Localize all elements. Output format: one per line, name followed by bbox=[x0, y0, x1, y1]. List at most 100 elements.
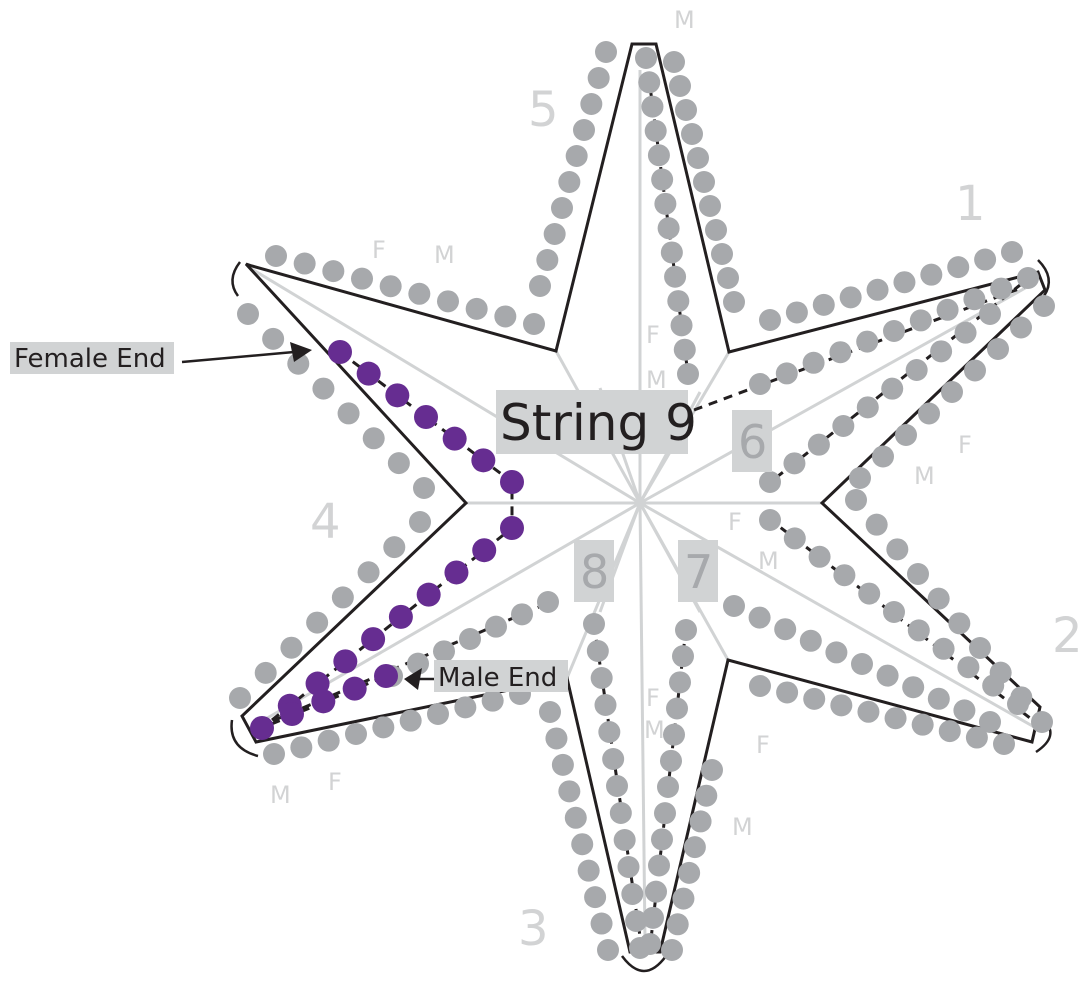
grey-bead bbox=[642, 906, 664, 929]
purple-bead bbox=[500, 470, 524, 494]
grey-bead bbox=[399, 709, 422, 732]
arm-number-1: 1 bbox=[955, 176, 986, 232]
number-box-background bbox=[732, 410, 772, 472]
grey-bead bbox=[672, 645, 694, 668]
female-end-callout: Female End bbox=[10, 342, 312, 374]
grey-bead bbox=[833, 564, 856, 587]
number-box-background bbox=[678, 540, 718, 602]
grey-bead bbox=[587, 67, 610, 89]
grey-bead bbox=[677, 363, 699, 385]
grey-bead bbox=[345, 723, 367, 745]
grey-bead bbox=[306, 611, 329, 634]
grey-bead bbox=[695, 784, 718, 807]
grey-bead bbox=[969, 637, 991, 659]
purple-bead bbox=[280, 702, 304, 726]
grey-bead bbox=[876, 664, 899, 687]
grey-bead bbox=[774, 618, 797, 641]
grey-bead bbox=[290, 736, 313, 759]
grey-bead bbox=[689, 810, 712, 833]
inner-number-label: 7 bbox=[684, 545, 713, 599]
grey-bead bbox=[759, 509, 781, 531]
grey-bead bbox=[830, 694, 853, 717]
diagram-title: String 9 bbox=[500, 394, 697, 452]
grey-bead bbox=[409, 511, 431, 533]
grey-bead bbox=[543, 223, 566, 245]
grey-bead bbox=[979, 303, 1001, 325]
grey-bead bbox=[683, 836, 706, 859]
grey-bead bbox=[1017, 267, 1039, 289]
grey-bead bbox=[947, 256, 970, 279]
grey-bead bbox=[644, 119, 667, 142]
grey-bead bbox=[705, 219, 727, 241]
grey-bead bbox=[666, 697, 688, 720]
grey-bead bbox=[551, 753, 574, 776]
grey-bead bbox=[936, 298, 959, 321]
grey-bead bbox=[748, 606, 771, 629]
grey-bead bbox=[263, 743, 285, 765]
grey-bead bbox=[893, 271, 916, 294]
grey-bead bbox=[927, 687, 950, 710]
grey-bead bbox=[654, 192, 677, 215]
grey-bead bbox=[839, 286, 862, 309]
purple-bead bbox=[385, 383, 410, 408]
grey-bead bbox=[663, 51, 685, 73]
grey-bead bbox=[663, 723, 685, 746]
grey-bead bbox=[558, 780, 581, 803]
marker-male: M bbox=[270, 781, 291, 809]
grey-bead bbox=[565, 145, 588, 167]
grey-bead bbox=[1007, 693, 1029, 715]
callout-background bbox=[10, 342, 174, 374]
title-box-background bbox=[496, 390, 688, 454]
grey-bead bbox=[979, 711, 1001, 733]
grey-bead bbox=[602, 748, 625, 770]
inner-number-7: 7 bbox=[678, 540, 718, 602]
callout-background bbox=[434, 660, 568, 692]
inner-number-6: 6 bbox=[732, 410, 772, 472]
inner-number-label: 8 bbox=[580, 545, 609, 599]
grey-bead bbox=[331, 586, 354, 609]
grey-bead bbox=[803, 687, 826, 710]
grey-bead bbox=[613, 829, 636, 851]
star-outline bbox=[240, 42, 1047, 954]
grey-bead bbox=[584, 886, 607, 909]
grey-bead bbox=[580, 93, 603, 115]
grey-bead bbox=[657, 217, 680, 240]
marker-male: M bbox=[732, 813, 753, 841]
grey-bead bbox=[675, 619, 697, 641]
female-end-label: Female End bbox=[14, 344, 166, 374]
grey-bead bbox=[437, 290, 459, 313]
grey-bead bbox=[749, 675, 771, 697]
grey-bead bbox=[783, 452, 806, 475]
grey-bead bbox=[312, 377, 335, 400]
grey-bead bbox=[1001, 241, 1023, 263]
marker-female: F bbox=[646, 321, 660, 349]
grey-bead bbox=[280, 636, 303, 659]
purple-bead bbox=[333, 649, 358, 674]
grey-bead bbox=[609, 802, 632, 824]
grey-bead bbox=[957, 656, 980, 679]
grey-bead bbox=[883, 601, 905, 623]
purple-bead bbox=[342, 676, 367, 701]
grey-bead bbox=[930, 340, 953, 363]
arm-number-3: 3 bbox=[518, 901, 549, 957]
grey-bead bbox=[932, 637, 955, 660]
grey-bead bbox=[717, 267, 739, 289]
grey-bead bbox=[866, 278, 889, 301]
marker-male: M bbox=[914, 462, 935, 490]
grey-bead bbox=[954, 321, 977, 344]
grey-bead bbox=[648, 854, 670, 877]
marker-female: F bbox=[328, 768, 342, 796]
grey-bead bbox=[672, 887, 695, 910]
grey-bead bbox=[590, 667, 613, 689]
male-end-label: Male End bbox=[438, 663, 557, 693]
grey-bead bbox=[629, 937, 651, 959]
grey-bead bbox=[539, 701, 561, 723]
grey-bead bbox=[537, 591, 559, 613]
grey-bead bbox=[687, 147, 709, 169]
grey-bead bbox=[407, 652, 429, 675]
grey-bead bbox=[909, 309, 932, 332]
grey-bead bbox=[635, 47, 657, 69]
grey-bead bbox=[857, 700, 880, 723]
grey-bead bbox=[598, 721, 621, 743]
grey-bead bbox=[573, 119, 595, 141]
